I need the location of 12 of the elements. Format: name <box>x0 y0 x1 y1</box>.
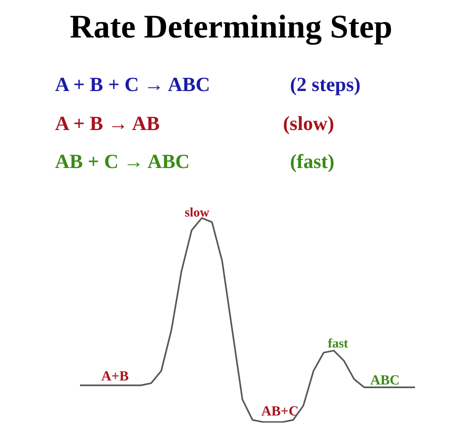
text: (2 steps) <box>290 74 361 96</box>
annotation: fast <box>328 336 349 350</box>
chart-title: Rate Determining Step <box>70 10 392 46</box>
text: (fast) <box>290 151 334 173</box>
text: AB + C → ABC <box>55 151 190 173</box>
annotation: slow <box>184 204 210 220</box>
annotation: A+B <box>101 370 129 384</box>
annotation: ABC <box>370 374 400 388</box>
annotation: AB+C <box>261 404 299 420</box>
text: A + B → AB <box>55 113 160 135</box>
text: (slow) <box>283 113 334 135</box>
text: A + B + C → ABC <box>55 74 210 96</box>
